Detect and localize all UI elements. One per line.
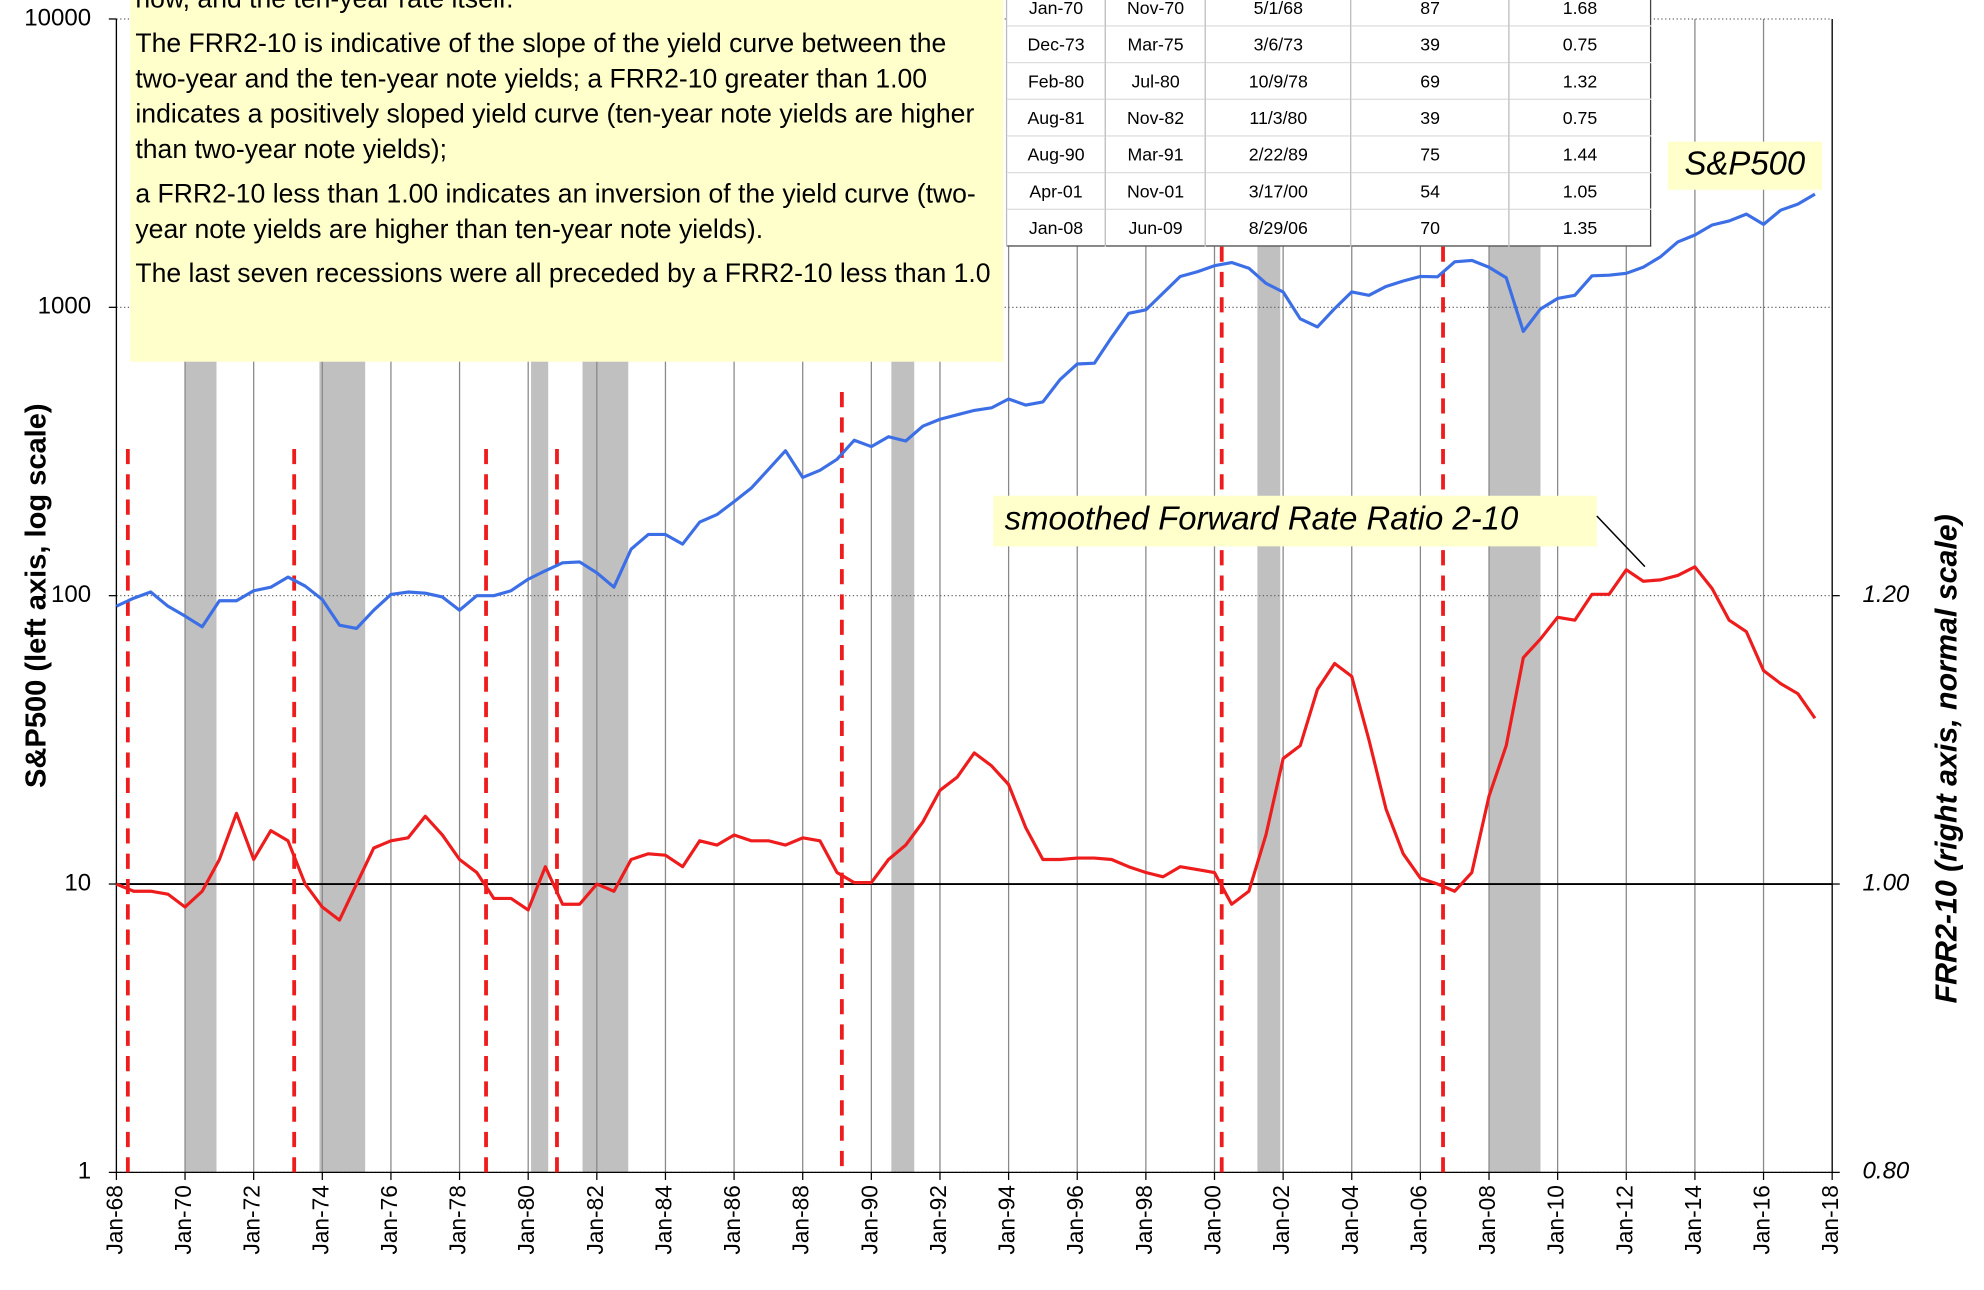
x-tick-label: Jan-00 xyxy=(1200,1185,1226,1255)
table-cell: 11/3/80 xyxy=(1205,98,1351,136)
table-cell: 1.44 xyxy=(1508,135,1651,173)
table-row: Feb-80 Jul-80 10/9/78 69 1.32 xyxy=(1005,61,1651,100)
series-line xyxy=(115,192,1816,631)
note-paragraph: The FRR2-10 is indicative of the slope o… xyxy=(135,29,975,165)
table-cell: 54 xyxy=(1350,172,1510,210)
x-tick-label: Jan-92 xyxy=(925,1185,951,1255)
table-cell: 3/17/00 xyxy=(1205,172,1351,210)
table-cell: Jul-80 xyxy=(1104,61,1206,100)
series-label: smoothed Forward Rate Ratio 2-10 xyxy=(1005,500,1519,537)
table-cell: 75 xyxy=(1350,135,1510,173)
recession-table: Jan-70 Nov-70 5/1/68 87 1.68 Dec-73 Mar-75 3/6/… xyxy=(1005,0,1652,247)
x-tick-label: Jan-88 xyxy=(788,1185,814,1255)
x-tick-label: Jan-16 xyxy=(1749,1185,1775,1255)
y-axis-title: S&P500 (left axis, log scale) xyxy=(21,403,53,788)
table-cell: 0.75 xyxy=(1508,98,1651,136)
x-tick-label: Jan-68 xyxy=(101,1185,127,1255)
y-tick-label: 10000 xyxy=(24,4,91,31)
table-cell: Jan-70 xyxy=(1005,0,1106,26)
x-tick-label: Jan-74 xyxy=(307,1185,333,1255)
table-row: Dec-73 Mar-75 3/6/73 39 0.75 xyxy=(1005,25,1651,63)
x-tick-label: Jan-14 xyxy=(1680,1185,1706,1255)
table-cell: 1.05 xyxy=(1508,172,1651,210)
x-tick-label: Jan-72 xyxy=(239,1185,265,1255)
table-cell: Aug-81 xyxy=(1005,98,1106,136)
table-cell: Nov-82 xyxy=(1104,98,1206,136)
table-cell: 39 xyxy=(1350,25,1510,63)
table-cell: 2/22/89 xyxy=(1205,135,1351,173)
table-row: Aug-81 Nov-82 11/3/80 39 0.75 xyxy=(1005,98,1651,136)
note-box: now, and the ten-year rate itself. The FR… xyxy=(130,0,1004,362)
y2-tick-label: 1.20 xyxy=(1863,581,1910,608)
x-tick-label: Jan-86 xyxy=(719,1185,745,1255)
table-cell: 8/29/06 xyxy=(1205,208,1351,246)
x-tick-label: Jan-76 xyxy=(376,1185,402,1255)
table-cell: 1.32 xyxy=(1508,61,1651,100)
leader-line xyxy=(1596,515,1646,568)
table-cell: 5/1/68 xyxy=(1205,0,1351,26)
series-line xyxy=(115,565,1817,922)
x-tick-label: Jan-08 xyxy=(1474,1185,1500,1255)
table-cell: 10/9/78 xyxy=(1205,61,1351,100)
note-paragraph: The last seven recessions were all prece… xyxy=(135,259,991,289)
table-cell: Mar-75 xyxy=(1104,25,1206,63)
table-cell: Jun-09 xyxy=(1104,208,1206,246)
table-cell: 87 xyxy=(1350,0,1510,26)
x-tick-label: Jan-10 xyxy=(1543,1185,1569,1255)
note-paragraph: now, and the ten-year rate itself. xyxy=(135,0,998,18)
table-cell: Aug-90 xyxy=(1005,135,1106,173)
table-cell: Feb-80 xyxy=(1005,61,1106,100)
table-row: Jan-08 Jun-09 8/29/06 70 1.35 xyxy=(1005,208,1651,246)
note-paragraph: a FRR2-10 less than 1.00 indicates an in… xyxy=(135,179,976,245)
table-cell: Apr-01 xyxy=(1005,172,1106,210)
x-tick-label: Jan-18 xyxy=(1817,1185,1843,1255)
x-tick-label: Jan-96 xyxy=(1062,1185,1088,1255)
x-tick-label: Jan-70 xyxy=(170,1185,196,1255)
table-cell: Nov-70 xyxy=(1104,0,1206,26)
series-label-box xyxy=(993,495,1597,547)
table-row: Jan-70 Nov-70 5/1/68 87 1.68 xyxy=(1005,0,1651,26)
x-tick-label: Jan-06 xyxy=(1405,1185,1431,1255)
x-tick-label: Jan-02 xyxy=(1268,1185,1294,1255)
x-tick-label: Jan-04 xyxy=(1337,1185,1363,1255)
y2-tick-label: 1.00 xyxy=(1863,869,1910,896)
y-tick-label: 1 xyxy=(78,1158,91,1185)
x-tick-label: Jan-84 xyxy=(650,1185,676,1255)
series-label-box xyxy=(1667,141,1823,190)
table-cell: 69 xyxy=(1350,61,1510,100)
table-cell: 0.75 xyxy=(1508,25,1651,63)
table-cell: 3/6/73 xyxy=(1205,25,1351,63)
x-tick-label: Jan-78 xyxy=(445,1185,471,1255)
table-cell: Mar-91 xyxy=(1104,135,1206,173)
x-tick-label: Jan-82 xyxy=(582,1185,608,1255)
table-row: Apr-01 Nov-01 3/17/00 54 1.05 xyxy=(1005,172,1651,210)
series-label: S&P500 xyxy=(1685,144,1806,181)
y-tick-label: 10 xyxy=(64,869,91,896)
y-tick-label: 100 xyxy=(51,581,91,608)
x-tick-label: Jan-12 xyxy=(1611,1185,1637,1255)
table-cell: 39 xyxy=(1350,98,1510,136)
x-tick-label: Jan-94 xyxy=(994,1185,1020,1255)
y2-axis-title: FRR2-10 (right axis, normal scale) xyxy=(1931,514,1964,1003)
table-cell: 1.35 xyxy=(1508,208,1651,246)
y2-tick-label: 0.80 xyxy=(1863,1158,1910,1185)
table-row: Aug-90 Mar-91 2/22/89 75 1.44 xyxy=(1005,135,1651,173)
x-tick-label: Jan-98 xyxy=(1131,1185,1157,1255)
table-cell: Dec-73 xyxy=(1005,25,1106,63)
x-tick-label: Jan-90 xyxy=(856,1185,882,1255)
table-cell: Nov-01 xyxy=(1104,172,1206,210)
table-cell: 70 xyxy=(1350,208,1510,246)
x-tick-label: Jan-80 xyxy=(513,1185,539,1255)
table-cell: 1.68 xyxy=(1508,0,1651,26)
y-tick-label: 1000 xyxy=(38,293,91,320)
table-cell: Jan-08 xyxy=(1005,208,1106,246)
